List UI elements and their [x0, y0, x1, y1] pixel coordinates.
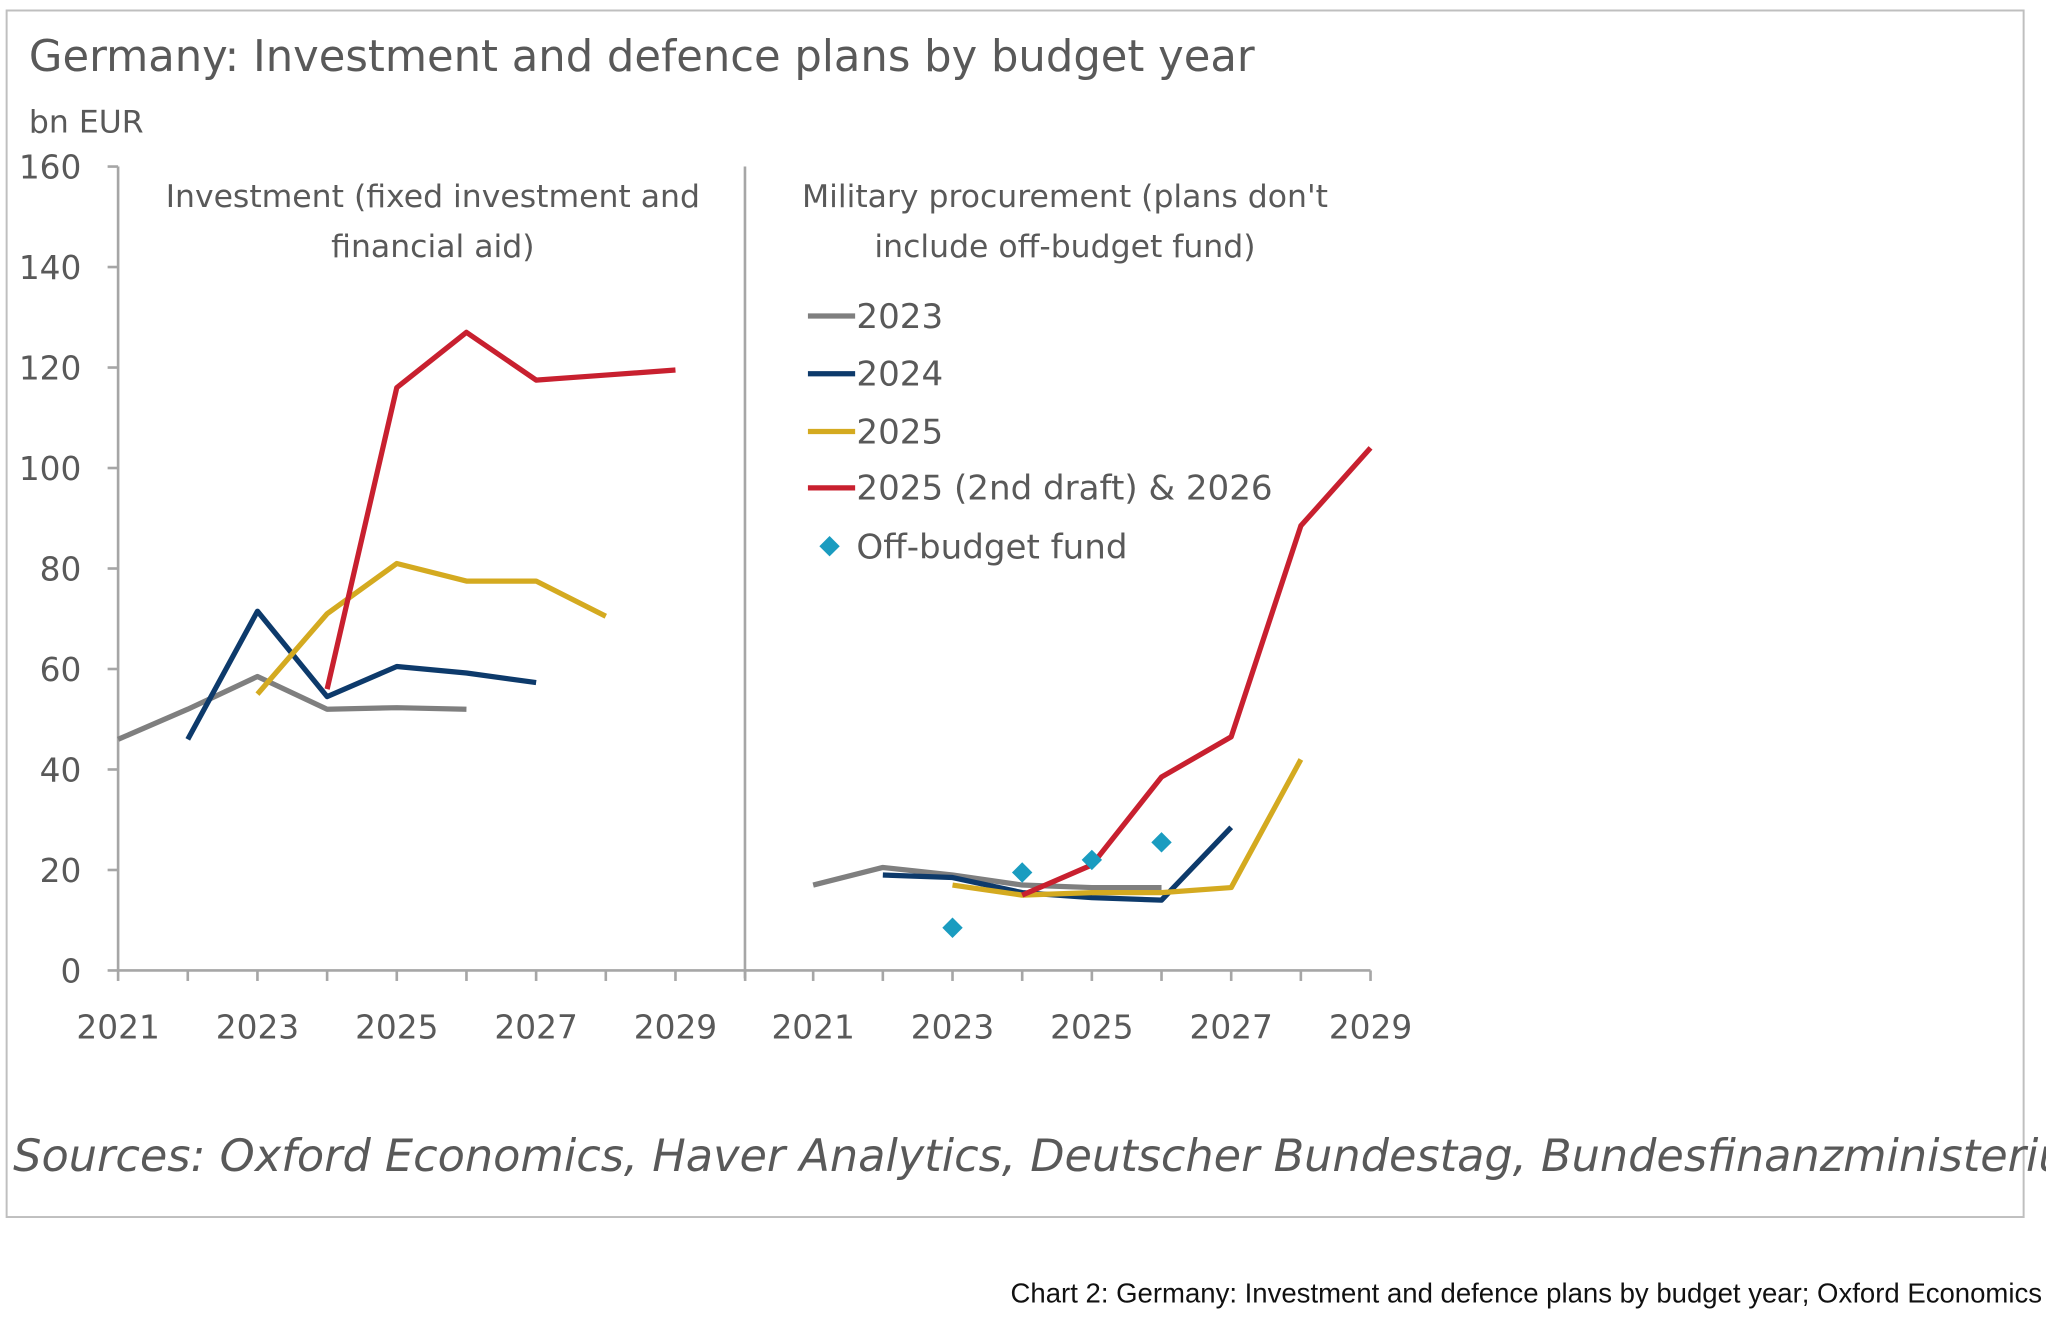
- off-budget-point: [942, 917, 963, 938]
- x-tick-label: 2029: [1329, 1009, 1412, 1047]
- series-line-2025-2nd-draft-2026: [1021, 446, 1373, 898]
- legend-marker-off-budget: [819, 536, 840, 557]
- off-budget-point: [1151, 832, 1172, 853]
- x-tick-label: 2025: [1050, 1009, 1133, 1047]
- x-tick-label: 2023: [216, 1009, 299, 1047]
- y-tick-label: 60: [40, 651, 82, 689]
- legend-label-2025-2nd-draft: 2025 (2nd draft) & 2026: [856, 469, 1272, 509]
- x-tick-label: 2021: [771, 1009, 854, 1047]
- series-line-2025: [255, 560, 607, 696]
- x-tick-label: 2029: [634, 1009, 717, 1047]
- caption: Chart 2: Germany: Investment and defence…: [1011, 1277, 2042, 1308]
- x-tick-label: 2027: [494, 1009, 577, 1047]
- y-tick-label: 160: [19, 148, 82, 186]
- y-tick-label: 40: [40, 751, 82, 789]
- off-budget-point: [1011, 862, 1033, 883]
- legend: 2023 2024 2025 2025 (2nd draft) & 2026 O…: [807, 297, 1273, 568]
- series-line-2023: [812, 864, 1162, 891]
- y-axis-label: bn EUR: [29, 104, 144, 140]
- panel-1-title-line1: Investment (fixed investment and: [166, 179, 700, 215]
- x-tick-label: 2025: [355, 1009, 438, 1047]
- legend-label-2023: 2023: [856, 297, 943, 337]
- plot-area: [117, 329, 1373, 938]
- panel-1-title-line2: financial aid): [331, 229, 534, 265]
- off-budget-point: [1081, 849, 1103, 871]
- series-line-2023: [117, 673, 467, 742]
- legend-label-2024: 2024: [856, 355, 943, 395]
- x-tick-label: 2027: [1189, 1009, 1272, 1047]
- source-note: Sources: Oxford Economics, Haver Analyti…: [13, 1130, 2046, 1182]
- chart-title: Germany: Investment and defence plans by…: [29, 32, 1255, 82]
- panel-2-title-line1: Military procurement (plans don't: [802, 179, 1328, 215]
- axes: 0 20 40 60 80 100 120 140 160 2021 2023 2025 2027 202…: [19, 148, 1412, 1046]
- y-tick-label: 120: [19, 349, 82, 387]
- y-tick-label: 80: [40, 550, 82, 588]
- legend-label-2025: 2025: [856, 412, 943, 452]
- x-tick-label: 2023: [911, 1009, 994, 1047]
- series-line-2025: [952, 758, 1304, 898]
- y-tick-label: 0: [61, 952, 82, 990]
- panel-2-title-line2: include off-budget fund): [874, 229, 1255, 265]
- y-tick-label: 140: [19, 249, 82, 287]
- series-line-2025-2nd-draft-2026: [324, 329, 676, 690]
- series-line-2024: [185, 608, 537, 741]
- y-tick-label: 100: [19, 450, 82, 488]
- legend-label-off-budget: Off-budget fund: [856, 528, 1127, 568]
- x-tick-label: 2021: [76, 1009, 159, 1047]
- y-tick-label: 20: [40, 852, 82, 890]
